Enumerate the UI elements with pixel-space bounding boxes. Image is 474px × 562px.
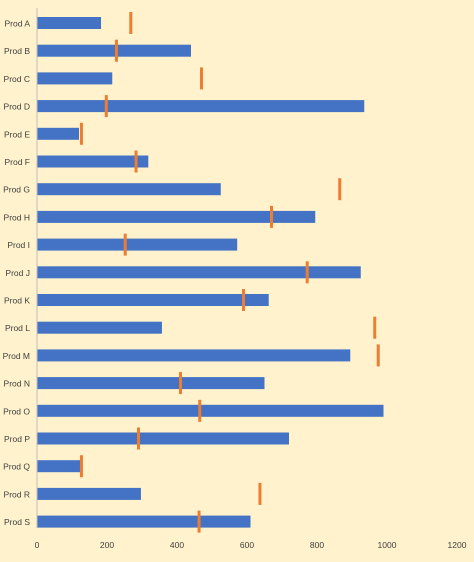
category-label-prod-g: Prod G [3,185,30,195]
category-label-group: Prod A Prod B Prod C Prod D Prod E Prod F Prod… [3,19,31,528]
category-label-prod-j: Prod J [5,268,30,278]
bar-prod-i [37,238,238,251]
target-marker-prod-s [197,510,201,533]
target-marker-prod-i [123,233,127,256]
category-label-prod-i: Prod I [7,240,30,250]
category-label-prod-h: Prod H [4,212,30,222]
bar-group [37,17,384,528]
bar-prod-n [37,377,265,390]
target-marker-prod-o [198,399,202,422]
x-axis: 0 200 400 600 800 1000 1200 [35,8,467,550]
category-label-prod-q: Prod Q [3,462,30,472]
bar-prod-s [37,515,251,528]
category-label-prod-p: Prod P [4,434,30,444]
target-marker-prod-n [179,372,182,395]
target-marker-prod-a [129,12,133,34]
target-marker-prod-b [114,39,118,62]
bar-prod-b [37,44,191,57]
target-marker-prod-q [79,455,83,478]
x-tick-label: 600 [240,540,254,550]
category-label-prod-m: Prod M [3,351,30,361]
bar-prod-l [37,321,162,334]
category-label-prod-o: Prod O [3,406,30,416]
bar-prod-f [37,155,149,168]
target-marker-prod-e [79,122,83,145]
category-label-prod-c: Prod C [4,74,30,84]
bar-prod-q [37,460,82,473]
bar-prod-h [37,210,316,223]
category-label-prod-a: Prod A [4,19,30,29]
bar-prod-r [37,487,141,500]
bar-prod-p [37,432,289,445]
category-label-prod-s: Prod S [4,517,30,527]
bar-prod-j [37,266,361,279]
target-marker-prod-h [270,205,273,228]
target-marker-group [79,12,380,533]
target-marker-prod-m [376,344,380,367]
x-tick-label: 800 [310,540,324,550]
target-marker-prod-g [338,178,342,201]
bar-prod-d [37,100,365,113]
target-marker-prod-p [137,427,140,450]
target-marker-prod-f [134,150,138,173]
target-marker-prod-j [305,261,309,284]
target-marker-prod-c [200,67,203,90]
bar-prod-o [37,404,384,417]
bar-prod-a [37,17,102,29]
category-label-prod-e: Prod E [4,129,30,139]
x-tick-label: 1000 [378,540,397,550]
bar-prod-e [37,127,79,140]
x-tick-label: 1200 [448,540,467,550]
category-label-prod-k: Prod K [4,296,30,306]
bar-prod-g [37,183,221,196]
x-tick-label: 0 [35,540,40,550]
target-marker-prod-l [373,316,377,339]
category-label-prod-b: Prod B [4,46,30,56]
bar-prod-m [37,349,351,362]
bar-prod-k [37,294,269,306]
x-tick-label: 400 [170,540,184,550]
category-label-prod-r: Prod R [4,489,30,499]
x-tick-label: 200 [100,540,114,550]
category-label-prod-l: Prod L [5,323,30,333]
bar-prod-c [37,72,113,85]
category-label-prod-d: Prod D [4,102,30,112]
category-label-prod-f: Prod F [4,157,30,167]
category-label-prod-n: Prod N [4,379,30,389]
target-marker-prod-r [258,482,262,505]
target-marker-prod-d [104,95,108,118]
target-marker-prod-k [242,289,245,311]
